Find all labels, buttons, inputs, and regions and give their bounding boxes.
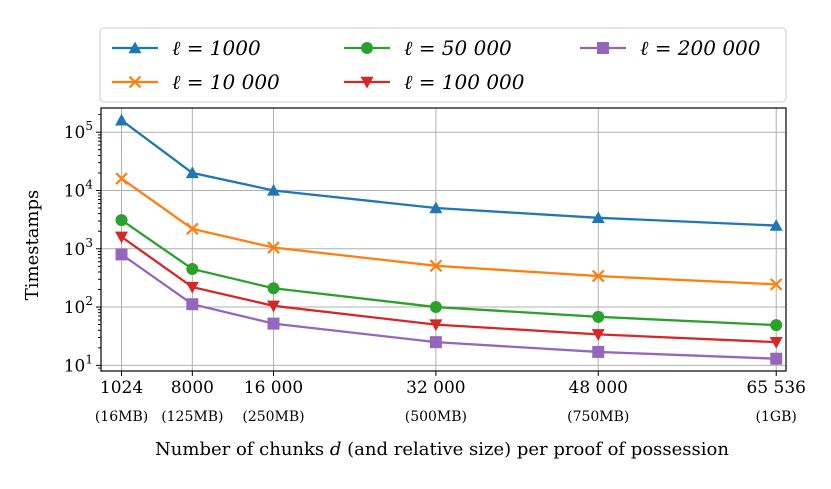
data-point — [115, 231, 129, 244]
y-axis-label: Timestamps — [22, 190, 43, 301]
legend-label: ℓ = 1000 — [172, 36, 261, 60]
data-point — [591, 329, 605, 341]
data-point — [429, 336, 442, 349]
data-point — [770, 319, 783, 332]
x-tick-label: 48 000 — [569, 378, 628, 398]
data-point — [186, 222, 199, 236]
data-point — [185, 166, 199, 179]
data-point — [429, 259, 443, 273]
series-3 — [115, 231, 783, 349]
data-point — [115, 172, 128, 185]
y-tick-label: 102 — [64, 294, 93, 318]
data-point — [769, 278, 783, 291]
legend-label: ℓ = 100 000 — [404, 70, 525, 94]
legend-frame — [99, 27, 787, 103]
data-point — [429, 201, 443, 214]
legend-item: ℓ = 1000 — [112, 36, 261, 60]
x-axis-label: Number of chunks d (and relative size) p… — [155, 439, 729, 460]
series-layer — [115, 113, 783, 365]
data-point — [591, 211, 605, 223]
legend-label: ℓ = 200 000 — [640, 36, 761, 60]
x-tick-label: 16 000 — [244, 378, 303, 398]
data-point — [267, 300, 281, 313]
legend-marker — [128, 75, 142, 89]
series-line — [120, 219, 777, 327]
x-tick-label: 32 000 — [406, 378, 465, 398]
data-point — [769, 219, 783, 231]
x-tick-sublabel: (16MB) — [95, 409, 148, 425]
legend-marker — [128, 41, 142, 54]
legend-item: ℓ = 100 000 — [344, 70, 525, 94]
y-tick-label: 105 — [64, 119, 93, 143]
y-tick-label: 101 — [64, 352, 93, 376]
y-tick-label: 104 — [64, 177, 94, 201]
data-point — [770, 352, 783, 365]
data-point — [267, 241, 280, 254]
legend-item: ℓ = 200 000 — [580, 36, 761, 60]
series-1 — [115, 172, 783, 291]
data-point — [267, 183, 281, 196]
data-point — [592, 310, 605, 323]
data-point — [591, 269, 605, 283]
data-point — [115, 214, 128, 227]
data-point — [185, 281, 199, 294]
series-4 — [115, 248, 783, 365]
legend: ℓ = 1000 ℓ = 10 000 ℓ = 50 000 ℓ = 100 000 ℓ… — [99, 27, 787, 103]
data-point — [115, 248, 128, 261]
x-tick-label: 65 536 — [746, 378, 805, 398]
data-point — [592, 345, 605, 358]
legend-label: ℓ = 10 000 — [172, 70, 280, 94]
x-tick-sublabel: (1GB) — [756, 409, 797, 425]
data-point — [769, 336, 783, 349]
x-tick-label: 1024 — [100, 378, 143, 398]
data-point — [186, 262, 199, 275]
data-point — [429, 319, 443, 332]
x-tick-sublabel: (125MB) — [161, 409, 223, 425]
data-point — [267, 282, 280, 295]
x-tick-sublabel: (250MB) — [242, 409, 304, 425]
series-2 — [115, 214, 783, 332]
ticks: 1024 (16MB) 8000 (125MB) 16 000 (250MB) 32 000… — [64, 114, 806, 425]
series-line — [120, 235, 777, 344]
series-line — [120, 177, 777, 286]
data-point — [267, 317, 280, 330]
legend-marker — [361, 42, 373, 54]
data-point — [186, 298, 199, 311]
legend-label: ℓ = 50 000 — [404, 36, 512, 60]
x-tick-sublabel: (500MB) — [405, 409, 467, 425]
grid — [101, 108, 786, 371]
legend-marker — [360, 76, 374, 89]
data-point — [115, 113, 129, 126]
series-0 — [115, 113, 783, 231]
data-point — [429, 301, 442, 314]
x-tick-label: 8000 — [171, 378, 214, 398]
series-line — [120, 253, 777, 360]
y-tick-label: 103 — [64, 236, 93, 260]
series-line — [120, 119, 777, 227]
legend-item: ℓ = 50 000 — [344, 36, 512, 60]
x-tick-sublabel: (750MB) — [567, 409, 629, 425]
legend-item: ℓ = 10 000 — [112, 70, 280, 94]
plot-frame — [100, 107, 787, 372]
legend-marker — [597, 42, 609, 54]
